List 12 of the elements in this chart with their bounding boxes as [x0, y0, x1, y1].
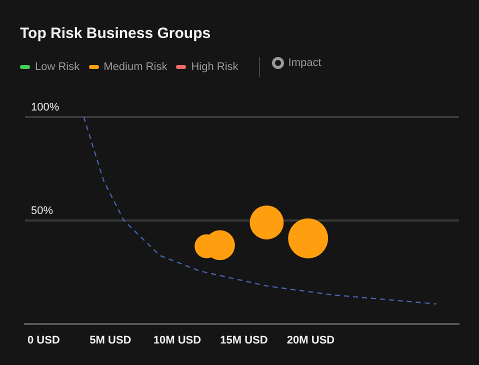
x-tick-label: 5M USD — [90, 334, 132, 346]
chart-title: Top Risk Business Groups — [20, 25, 211, 42]
x-tick-label: 20M USD — [286, 334, 335, 346]
legend-label: High Risk — [191, 61, 238, 73]
y-tick-label: 50% — [31, 204, 54, 217]
text: Impact — [288, 57, 322, 69]
y-tick-label: 100% — [31, 102, 60, 114]
legend-label: Low Risk — [35, 61, 80, 73]
legend-label: Medium Risk — [104, 61, 168, 73]
x-tick-label: 15M USD — [220, 334, 268, 346]
x-tick-label: 0 USD — [27, 334, 60, 346]
x-tick-label: 10M USD — [153, 334, 202, 346]
